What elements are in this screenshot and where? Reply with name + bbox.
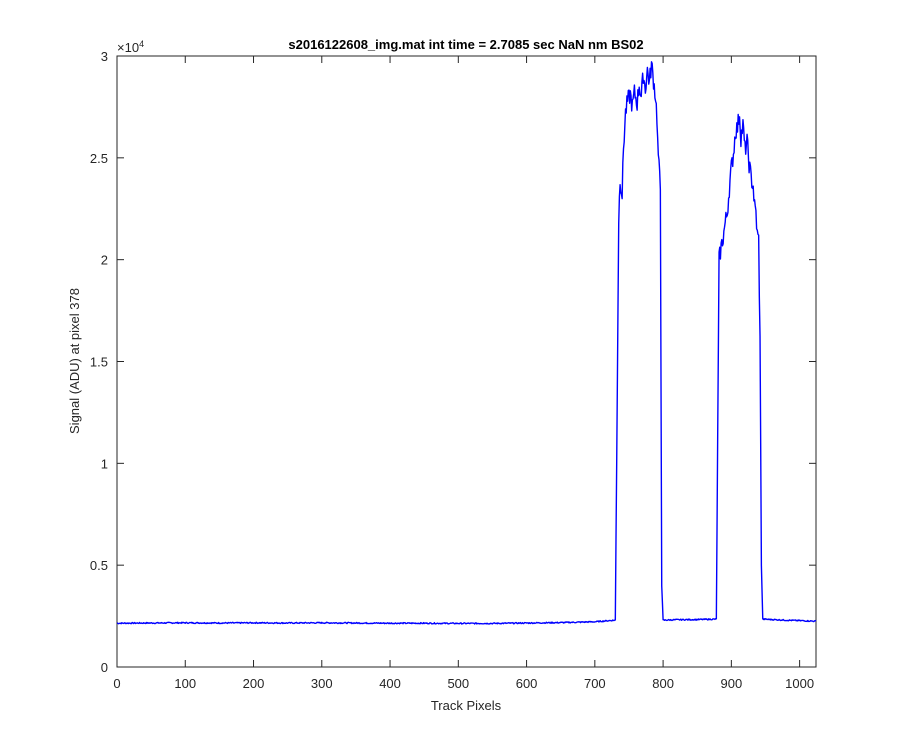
y-tick-label: 1	[101, 456, 108, 471]
signal-series-line	[116, 61, 817, 625]
axis-ticks	[116, 55, 816, 668]
y-tick-label: 2	[101, 253, 108, 268]
y-axis-label: Signal (ADU) at pixel 378	[67, 288, 82, 434]
x-tick-label: 600	[516, 676, 538, 691]
x-tick-label: 500	[447, 676, 469, 691]
x-tick-label: 100	[174, 676, 196, 691]
y-tick-label: 1.5	[90, 355, 108, 370]
y-tick-label: 0	[101, 660, 108, 675]
axis-tick-labels: 0 100 200 300 400 500 600 700 800 900 1000 0 0.5 1 1.5…	[90, 49, 814, 691]
x-tick-label: 0	[113, 676, 120, 691]
y-tick-label: 2.5	[90, 151, 108, 166]
y-tick-label: 0.5	[90, 558, 108, 573]
y-axis-exponent-base: ×10	[117, 40, 139, 55]
y-axis-exponent: ×104	[117, 39, 144, 55]
x-tick-label: 900	[721, 676, 743, 691]
x-tick-label: 800	[652, 676, 674, 691]
x-axis-label: Track Pixels	[431, 698, 502, 713]
x-tick-label: 200	[243, 676, 265, 691]
chart-title: s2016122608_img.mat int time = 2.7085 se…	[288, 37, 643, 52]
x-tick-label: 400	[379, 676, 401, 691]
y-axis-exponent-power: 4	[139, 39, 144, 49]
x-tick-label: 700	[584, 676, 606, 691]
y-tick-label: 3	[101, 49, 108, 64]
plot-area	[116, 55, 817, 668]
x-tick-label: 300	[311, 676, 333, 691]
x-tick-label: 1000	[785, 676, 814, 691]
